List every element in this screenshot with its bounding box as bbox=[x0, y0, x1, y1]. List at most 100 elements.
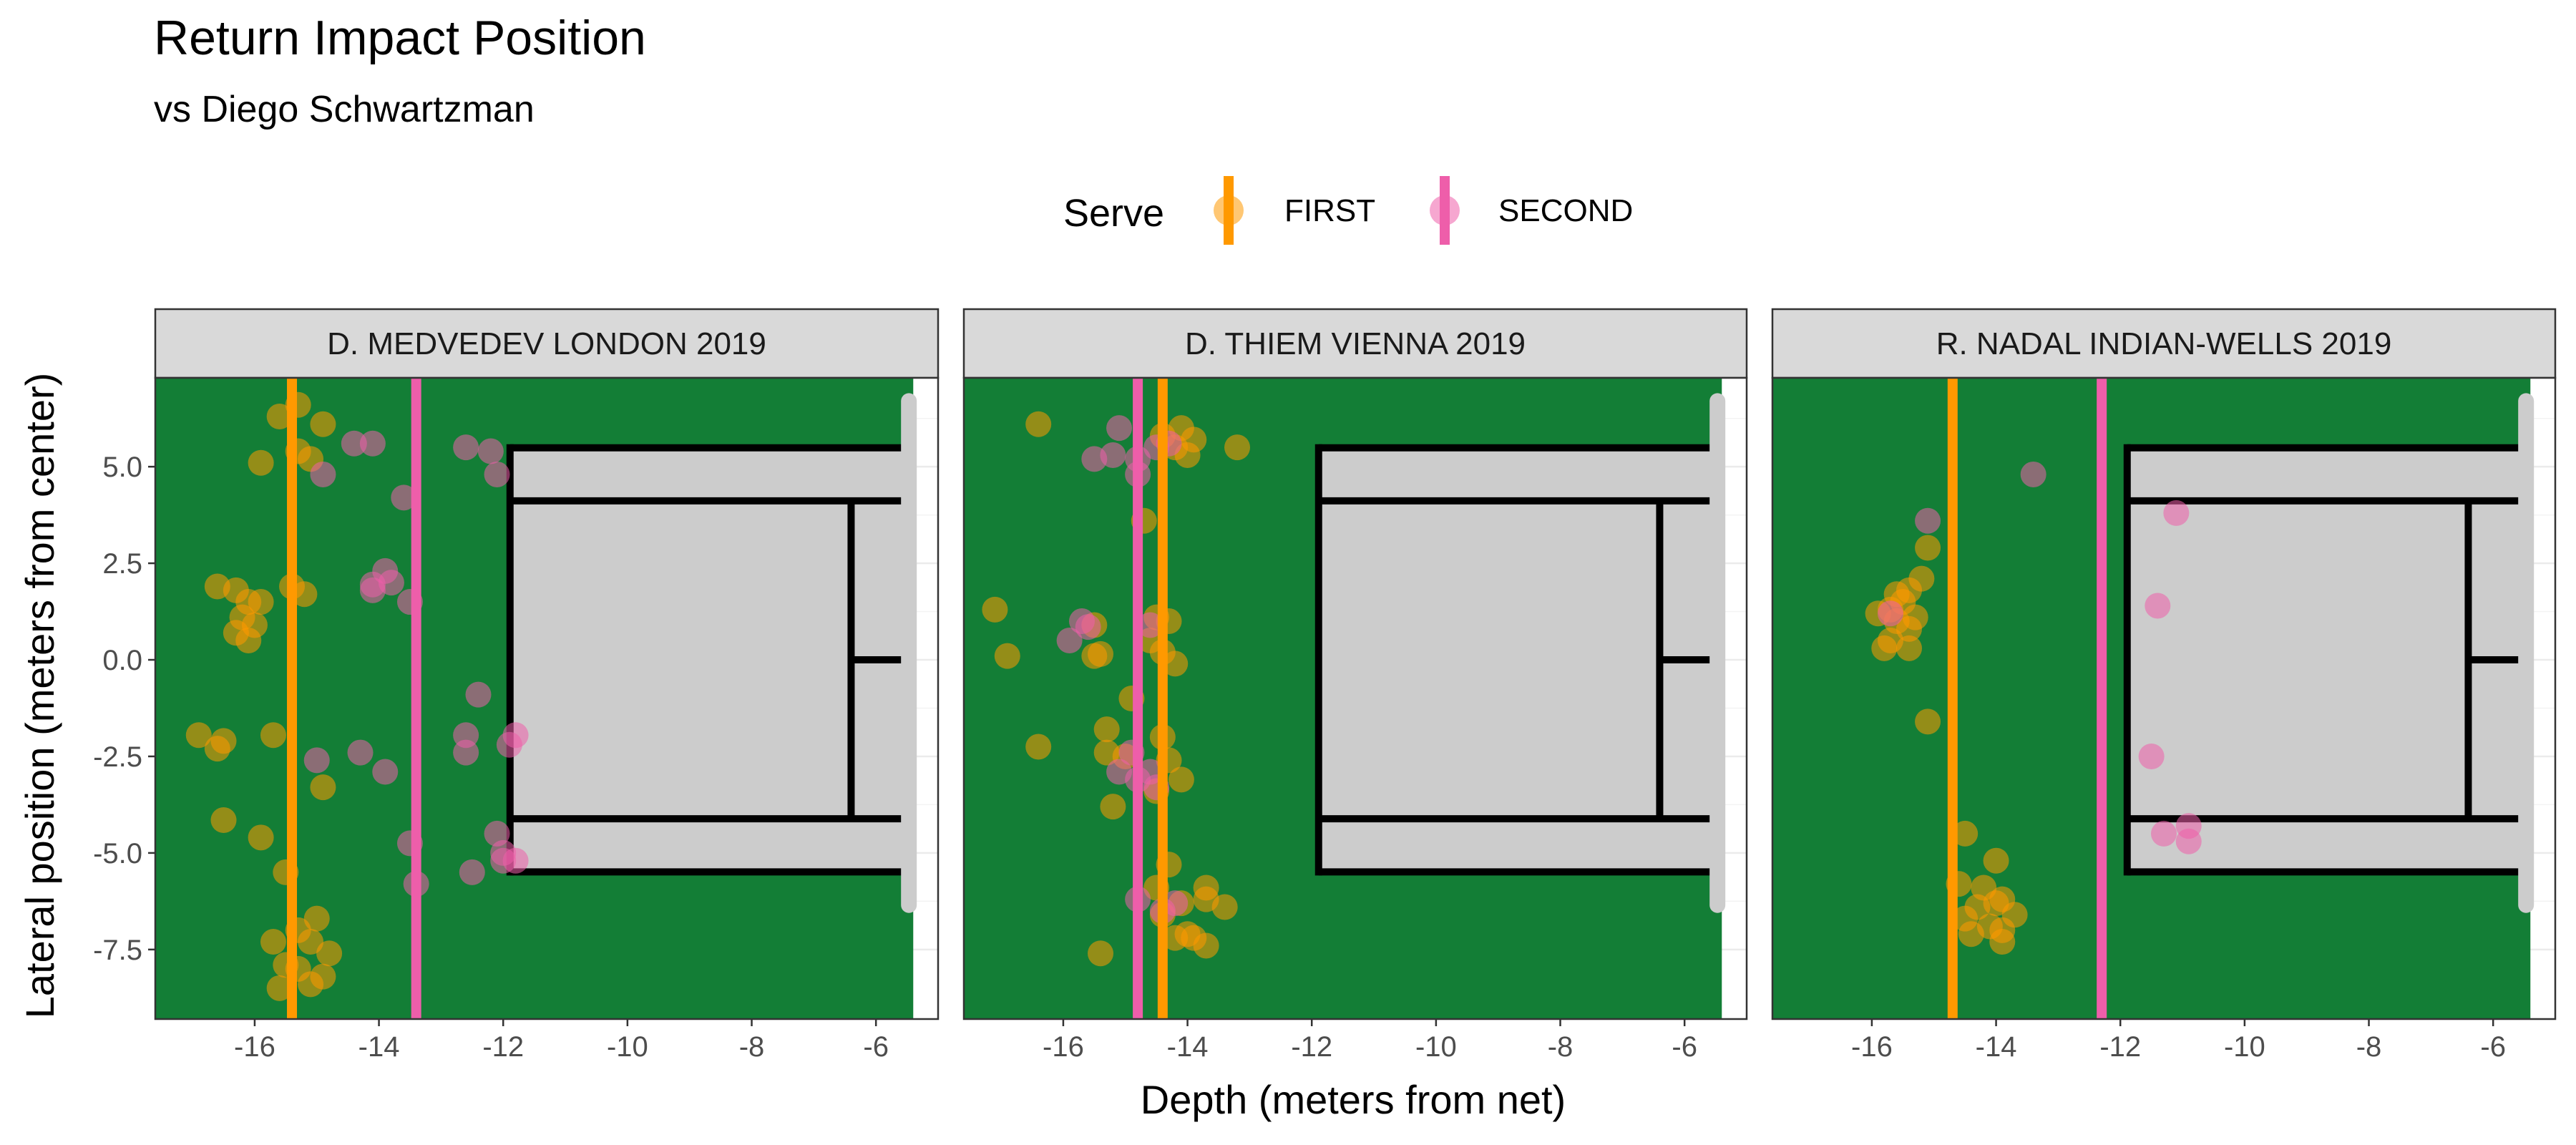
facet-strip-label: R. NADAL INDIAN-WELLS 2019 bbox=[1936, 326, 2392, 361]
point-second bbox=[1075, 614, 1101, 640]
chart-title: Return Impact Position bbox=[154, 11, 646, 65]
point-first bbox=[310, 411, 336, 437]
point-first bbox=[1162, 925, 1189, 951]
x-tick-label: -16 bbox=[1851, 1031, 1893, 1063]
point-first bbox=[1025, 411, 1052, 437]
y-tick-label: -7.5 bbox=[93, 935, 142, 966]
point-second bbox=[1162, 890, 1189, 917]
x-tick-label: -8 bbox=[1548, 1031, 1574, 1063]
panels: D. MEDVEDEV LONDON 2019 -16 -14 -12 -10 -8 -6 5… bbox=[93, 308, 2557, 1063]
y-axis-title: Lateral position (meters from center) bbox=[17, 373, 62, 1019]
point-second bbox=[372, 759, 399, 785]
point-first bbox=[1193, 932, 1219, 959]
x-tick-label: -12 bbox=[2099, 1031, 2141, 1063]
point-first bbox=[994, 643, 1020, 669]
point-first bbox=[291, 581, 318, 608]
point-second bbox=[453, 739, 479, 766]
point-first bbox=[260, 929, 286, 955]
facet-strip-label: D. MEDVEDEV LONDON 2019 bbox=[327, 326, 766, 361]
series-first bbox=[982, 411, 1251, 967]
point-second bbox=[1137, 612, 1163, 638]
point-first bbox=[204, 736, 230, 762]
court-area bbox=[2127, 447, 2522, 872]
court-area bbox=[1318, 447, 1713, 872]
point-first bbox=[235, 628, 262, 654]
panel-2: D. THIEM VIENNA 2019 -16 -14 -12 -10 -8 -6 bbox=[962, 308, 1748, 1063]
panel-border bbox=[962, 376, 1748, 1020]
point-first bbox=[1100, 794, 1126, 820]
point-first bbox=[248, 449, 274, 476]
point-first bbox=[1915, 708, 1941, 735]
legend-item-second: SECOND bbox=[1430, 176, 1633, 245]
x-axis-title: Depth (meters from net) bbox=[1141, 1077, 1566, 1122]
point-second bbox=[310, 461, 336, 487]
point-second bbox=[359, 430, 386, 457]
series-second bbox=[303, 430, 529, 897]
point-first bbox=[1952, 820, 1979, 847]
point-first bbox=[266, 403, 293, 429]
point-first bbox=[1958, 921, 1984, 947]
x-tick-label: -6 bbox=[1672, 1031, 1697, 1063]
point-second bbox=[2020, 461, 2046, 487]
panel-3: R. NADAL INDIAN-WELLS 2019 -16 -14 -12 -10 -8… bbox=[1771, 308, 2557, 1063]
point-second bbox=[496, 731, 522, 758]
facet-strip bbox=[154, 308, 940, 379]
x-tick-label: -12 bbox=[1291, 1031, 1332, 1063]
point-first bbox=[303, 905, 330, 932]
point-first bbox=[1093, 716, 1120, 743]
point-first bbox=[260, 722, 286, 749]
panel-border bbox=[154, 376, 940, 1020]
x-tick-label: -8 bbox=[2356, 1031, 2382, 1063]
point-second bbox=[1100, 442, 1126, 468]
point-first bbox=[1025, 734, 1052, 760]
facet-strip bbox=[962, 308, 1748, 379]
point-second bbox=[1877, 600, 1903, 627]
court-area bbox=[509, 447, 904, 872]
y-tick-label: 5.0 bbox=[102, 452, 142, 483]
point-second bbox=[341, 430, 367, 457]
point-first bbox=[1088, 640, 1114, 667]
point-first bbox=[310, 774, 336, 801]
y-tick-label: 0.0 bbox=[102, 645, 142, 676]
series-second bbox=[1877, 461, 2202, 854]
court-lines bbox=[506, 444, 904, 876]
legend-title: Serve bbox=[1063, 192, 1164, 235]
point-second bbox=[1915, 507, 1941, 534]
point-second bbox=[347, 739, 374, 766]
point-second bbox=[303, 747, 330, 774]
point-first bbox=[1162, 651, 1189, 677]
x-tick-label: -6 bbox=[863, 1031, 889, 1063]
x-tick-label: -14 bbox=[1167, 1031, 1209, 1063]
point-second bbox=[2175, 828, 2202, 854]
point-first bbox=[185, 722, 212, 749]
point-first bbox=[266, 975, 293, 1001]
facet-strip bbox=[1771, 308, 2557, 379]
point-first bbox=[982, 596, 1008, 623]
facet-strip-label: D. THIEM VIENNA 2019 bbox=[1185, 326, 1526, 361]
legend-key-first-point bbox=[1214, 195, 1244, 225]
y-tick-label: 2.5 bbox=[102, 548, 142, 580]
point-first bbox=[248, 824, 274, 851]
x-tick-label: -14 bbox=[1976, 1031, 2017, 1063]
point-second bbox=[391, 484, 417, 511]
x-tick-label: -14 bbox=[358, 1031, 400, 1063]
point-second bbox=[484, 461, 510, 487]
point-second bbox=[2163, 500, 2190, 526]
point-first bbox=[210, 807, 237, 834]
point-second bbox=[2138, 743, 2165, 769]
point-second bbox=[465, 681, 492, 708]
point-first bbox=[298, 929, 324, 955]
y-tick-label: -2.5 bbox=[93, 741, 142, 773]
chart-subtitle: vs Diego Schwartzman bbox=[154, 89, 535, 130]
legend: Serve FIRST SECOND bbox=[1063, 176, 1633, 245]
point-first bbox=[1174, 442, 1201, 468]
panel-1: D. MEDVEDEV LONDON 2019 -16 -14 -12 -10 -8 -6 5… bbox=[93, 308, 940, 1063]
point-first bbox=[1168, 766, 1194, 793]
point-first bbox=[1224, 434, 1251, 461]
point-first bbox=[316, 940, 343, 967]
point-second bbox=[1056, 628, 1083, 654]
point-second bbox=[502, 847, 529, 874]
point-first bbox=[1871, 635, 1898, 661]
point-second bbox=[1106, 415, 1133, 442]
